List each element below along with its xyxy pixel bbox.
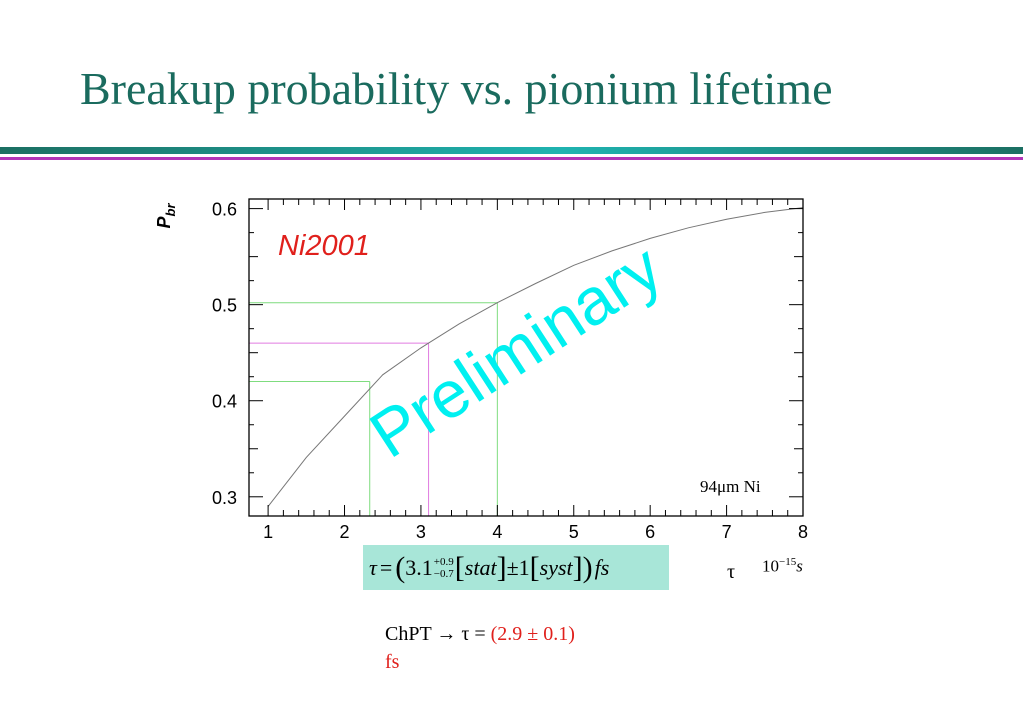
formula-asym-errors: +0.9 −0.7 (434, 556, 454, 580)
series-curve (267, 207, 804, 507)
x-tick-label: 6 (645, 522, 655, 542)
tick-labels: 1 2 3 4 5 6 7 8 0.3 0.4 0.5 0.6 (212, 200, 808, 542)
chpt-value: (2.9 ± 0.1) (490, 623, 575, 645)
chpt-prediction: ChPT → τ = (2.9 ± 0.1) fs (385, 620, 575, 676)
formula-stat-close: ] (496, 550, 507, 584)
y-tick-label: 0.6 (212, 200, 237, 220)
x-tick-label: 1 (263, 522, 273, 542)
x-tick-label: 4 (492, 522, 502, 542)
formula-syst-open: [ (529, 550, 540, 584)
x-tick-label: 5 (569, 522, 579, 542)
x-tick-label: 3 (416, 522, 426, 542)
x-axis-unit: 10−15s (762, 556, 803, 577)
guide-lines (249, 302, 498, 516)
slide-title: Breakup probability vs. pionium lifetime (80, 63, 833, 114)
dataset-label: Ni2001 (278, 230, 370, 262)
x-tick-label: 8 (798, 522, 808, 542)
formula-value: 3.1 (405, 554, 433, 580)
x-axis-unit-base: 10 (762, 556, 779, 576)
formula-pm: ± (506, 554, 519, 580)
formula-lhs: τ (369, 554, 377, 580)
formula-stat-open: [ (454, 550, 465, 584)
x-axis-unit-exp: −15 (779, 556, 797, 568)
y-tick-label: 0.4 (212, 392, 237, 412)
y-axis-label-main: P (154, 216, 174, 229)
formula-syst-close: ] (572, 550, 583, 584)
y-tick-label: 0.3 (212, 488, 237, 508)
formula-syst-value: 1 (518, 554, 530, 580)
title-rule-teal (0, 147, 1023, 154)
formula-err-up: +0.9 (433, 555, 454, 568)
formula-err-down: −0.7 (433, 567, 454, 580)
y-tick-label: 0.5 (212, 296, 237, 316)
formula-eq: = (379, 554, 393, 580)
y-axis-label-sub: br (163, 203, 178, 217)
chpt-unit: fs (385, 651, 400, 673)
y-axis-label: Pbr (154, 203, 178, 229)
formula-unit: fs (594, 554, 610, 580)
formula-stat: stat (464, 554, 497, 580)
x-tick-label: 2 (340, 522, 350, 542)
x-tick-label: 7 (722, 522, 732, 542)
x-axis-symbol: τ (727, 561, 736, 583)
axis-ticks (249, 199, 804, 516)
lifetime-result-box: τ = ( 3.1 +0.9 −0.7 [ stat ] ± 1 [ syst … (363, 545, 669, 590)
formula-syst: syst (539, 554, 573, 580)
target-label: 94μm Ni (700, 477, 761, 496)
title-rule-magenta (0, 157, 1023, 160)
preliminary-watermark: Preliminary (357, 230, 674, 472)
plot-frame (248, 198, 804, 517)
formula-close-paren: ) (582, 550, 593, 584)
x-axis-unit-s: s (796, 556, 803, 576)
chpt-prefix: ChPT → τ = (385, 623, 491, 645)
formula-open-paren: ( (395, 550, 406, 584)
